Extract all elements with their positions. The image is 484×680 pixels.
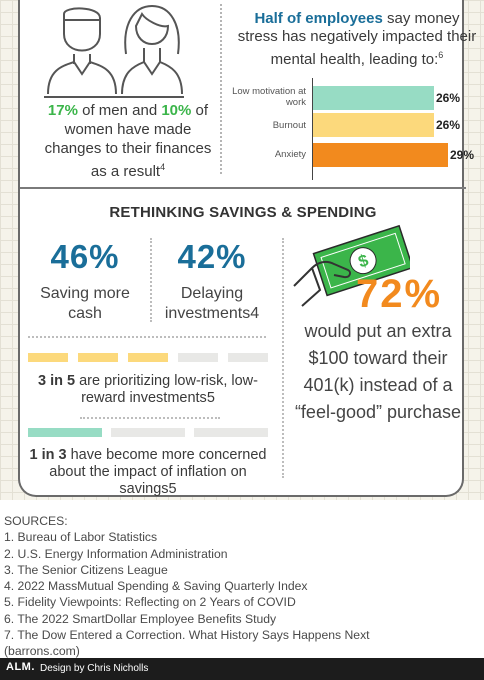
- men-pct: 17%: [47, 102, 78, 119]
- big-stat-text: would put an extra $100 toward their 401…: [294, 321, 462, 422]
- segment-empty: [178, 353, 218, 362]
- delaying-label: Delaying investments4: [164, 285, 260, 322]
- sources-title: SOURCES:: [4, 514, 68, 528]
- three-in-five-text: 3 in 5 are prioritizing low-risk, low-re…: [38, 373, 258, 406]
- segment-filled: [28, 428, 102, 437]
- footnote-ref: 6: [438, 50, 444, 60]
- segment-filled: [128, 353, 168, 362]
- alm-logo: ALM.: [6, 661, 35, 673]
- bar-value-label: 26%: [436, 118, 461, 132]
- saving-cash-pct: 46%: [50, 238, 120, 275]
- section-title: RETHINKING SAVINGS & SPENDING: [109, 204, 377, 221]
- dotted-divider: [28, 336, 266, 338]
- source-item: 2. U.S. Energy Information Administratio…: [4, 546, 228, 561]
- sources-list: SOURCES: 1. Bureau of Labor Statistics 2…: [4, 513, 482, 660]
- three-in-five-bar: [28, 353, 268, 362]
- bar-anxiety: [313, 143, 448, 167]
- woman-icon: [121, 4, 183, 95]
- dotted-divider: [282, 238, 284, 478]
- design-credit: Design by Chris Nicholls: [40, 663, 149, 674]
- stress-stat-text: Half of employees say money stress has n…: [237, 10, 477, 68]
- delaying-stat: 42% Delaying investments4: [152, 238, 272, 324]
- man-icon: [47, 7, 117, 95]
- people-illustration: [47, 4, 183, 95]
- bar-label-burnout: Burnout: [272, 120, 306, 131]
- vertical-divider: [220, 4, 222, 174]
- section-divider: [20, 187, 466, 189]
- segment-filled: [78, 353, 118, 362]
- bar-low-motivation: [313, 86, 434, 110]
- women-pct: 10%: [161, 102, 192, 119]
- source-item: 7. The Dow Entered a Correction. What Hi…: [4, 628, 370, 643]
- source-item: 5. Fidelity Viewpoints: Reflecting on 2 …: [4, 595, 296, 610]
- source-item: 1. Bureau of Labor Statistics: [4, 530, 158, 545]
- one-in-three-text: 1 in 3 have become more concerned about …: [29, 447, 267, 497]
- bar-axis: [312, 78, 313, 180]
- segment-filled: [28, 353, 68, 362]
- bar-value-label: 29%: [450, 148, 475, 162]
- segment-empty: [228, 353, 268, 362]
- footnote-ref: 4: [160, 162, 166, 172]
- segment-empty: [111, 428, 185, 437]
- saving-cash-label: Saving more cash: [40, 285, 130, 322]
- bar-label-low-motivation: Low motivation at work: [232, 86, 306, 108]
- source-item: 4. 2022 MassMutual Spending & Saving Qua…: [4, 579, 308, 594]
- gender-stat-text: 17% of men and 10% of women have made ch…: [44, 102, 212, 180]
- big-stat-pct: 72%: [356, 272, 443, 316]
- one-in-three-bar: [28, 428, 268, 437]
- saving-cash-stat: 46% Saving more cash: [20, 238, 150, 324]
- footer-bar: ALM. Design by Chris Nicholls: [0, 658, 484, 680]
- source-item: (barrons.com): [4, 644, 80, 659]
- money-hand-icon: $: [293, 224, 410, 307]
- segment-empty: [194, 428, 268, 437]
- bar-burnout: [313, 113, 434, 137]
- delaying-pct: 42%: [177, 238, 247, 275]
- infographic-panel: 17% of men and 10% of women have made ch…: [18, 0, 476, 497]
- source-item: 6. The 2022 SmartDollar Employee Benefit…: [4, 611, 277, 626]
- dotted-divider: [80, 417, 220, 419]
- bar-label-anxiety: Anxiety: [274, 149, 306, 160]
- source-item: 3. The Senior Citizens League: [4, 562, 168, 577]
- dotted-divider: [150, 238, 152, 322]
- stress-highlight: Half of employees: [254, 10, 383, 27]
- bar-value-label: 26%: [436, 91, 461, 105]
- people-underline: [44, 96, 184, 98]
